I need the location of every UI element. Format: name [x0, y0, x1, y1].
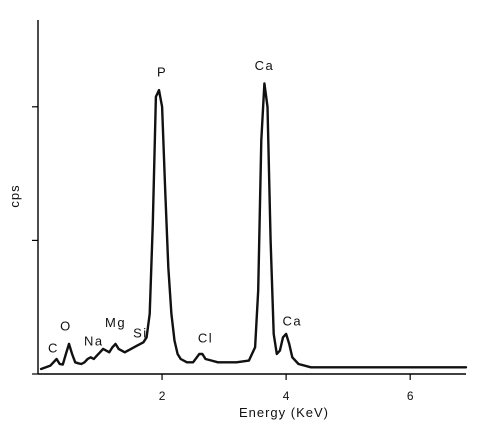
x-tick-label: 2 — [159, 389, 166, 403]
peak-label: Ca — [255, 58, 275, 73]
peak-label: Cl — [198, 330, 213, 345]
peak-label: Ca — [283, 314, 303, 329]
x-ticks: 2 4 6 — [159, 374, 414, 403]
y-axis-title: cps — [7, 184, 22, 207]
peak-label: P — [157, 65, 167, 80]
peak-label: O — [60, 319, 72, 334]
peak-label: Mg — [105, 315, 126, 330]
x-tick-label: 6 — [407, 389, 414, 403]
y-ticks — [32, 106, 38, 375]
peak-label: Si — [133, 325, 148, 340]
spectrum-line — [39, 82, 468, 371]
peak-label: Na — [84, 334, 104, 349]
x-axis-title: Energy (KeV) — [239, 405, 329, 420]
peak-label: C — [48, 340, 59, 355]
x-tick-label: 4 — [283, 389, 290, 403]
